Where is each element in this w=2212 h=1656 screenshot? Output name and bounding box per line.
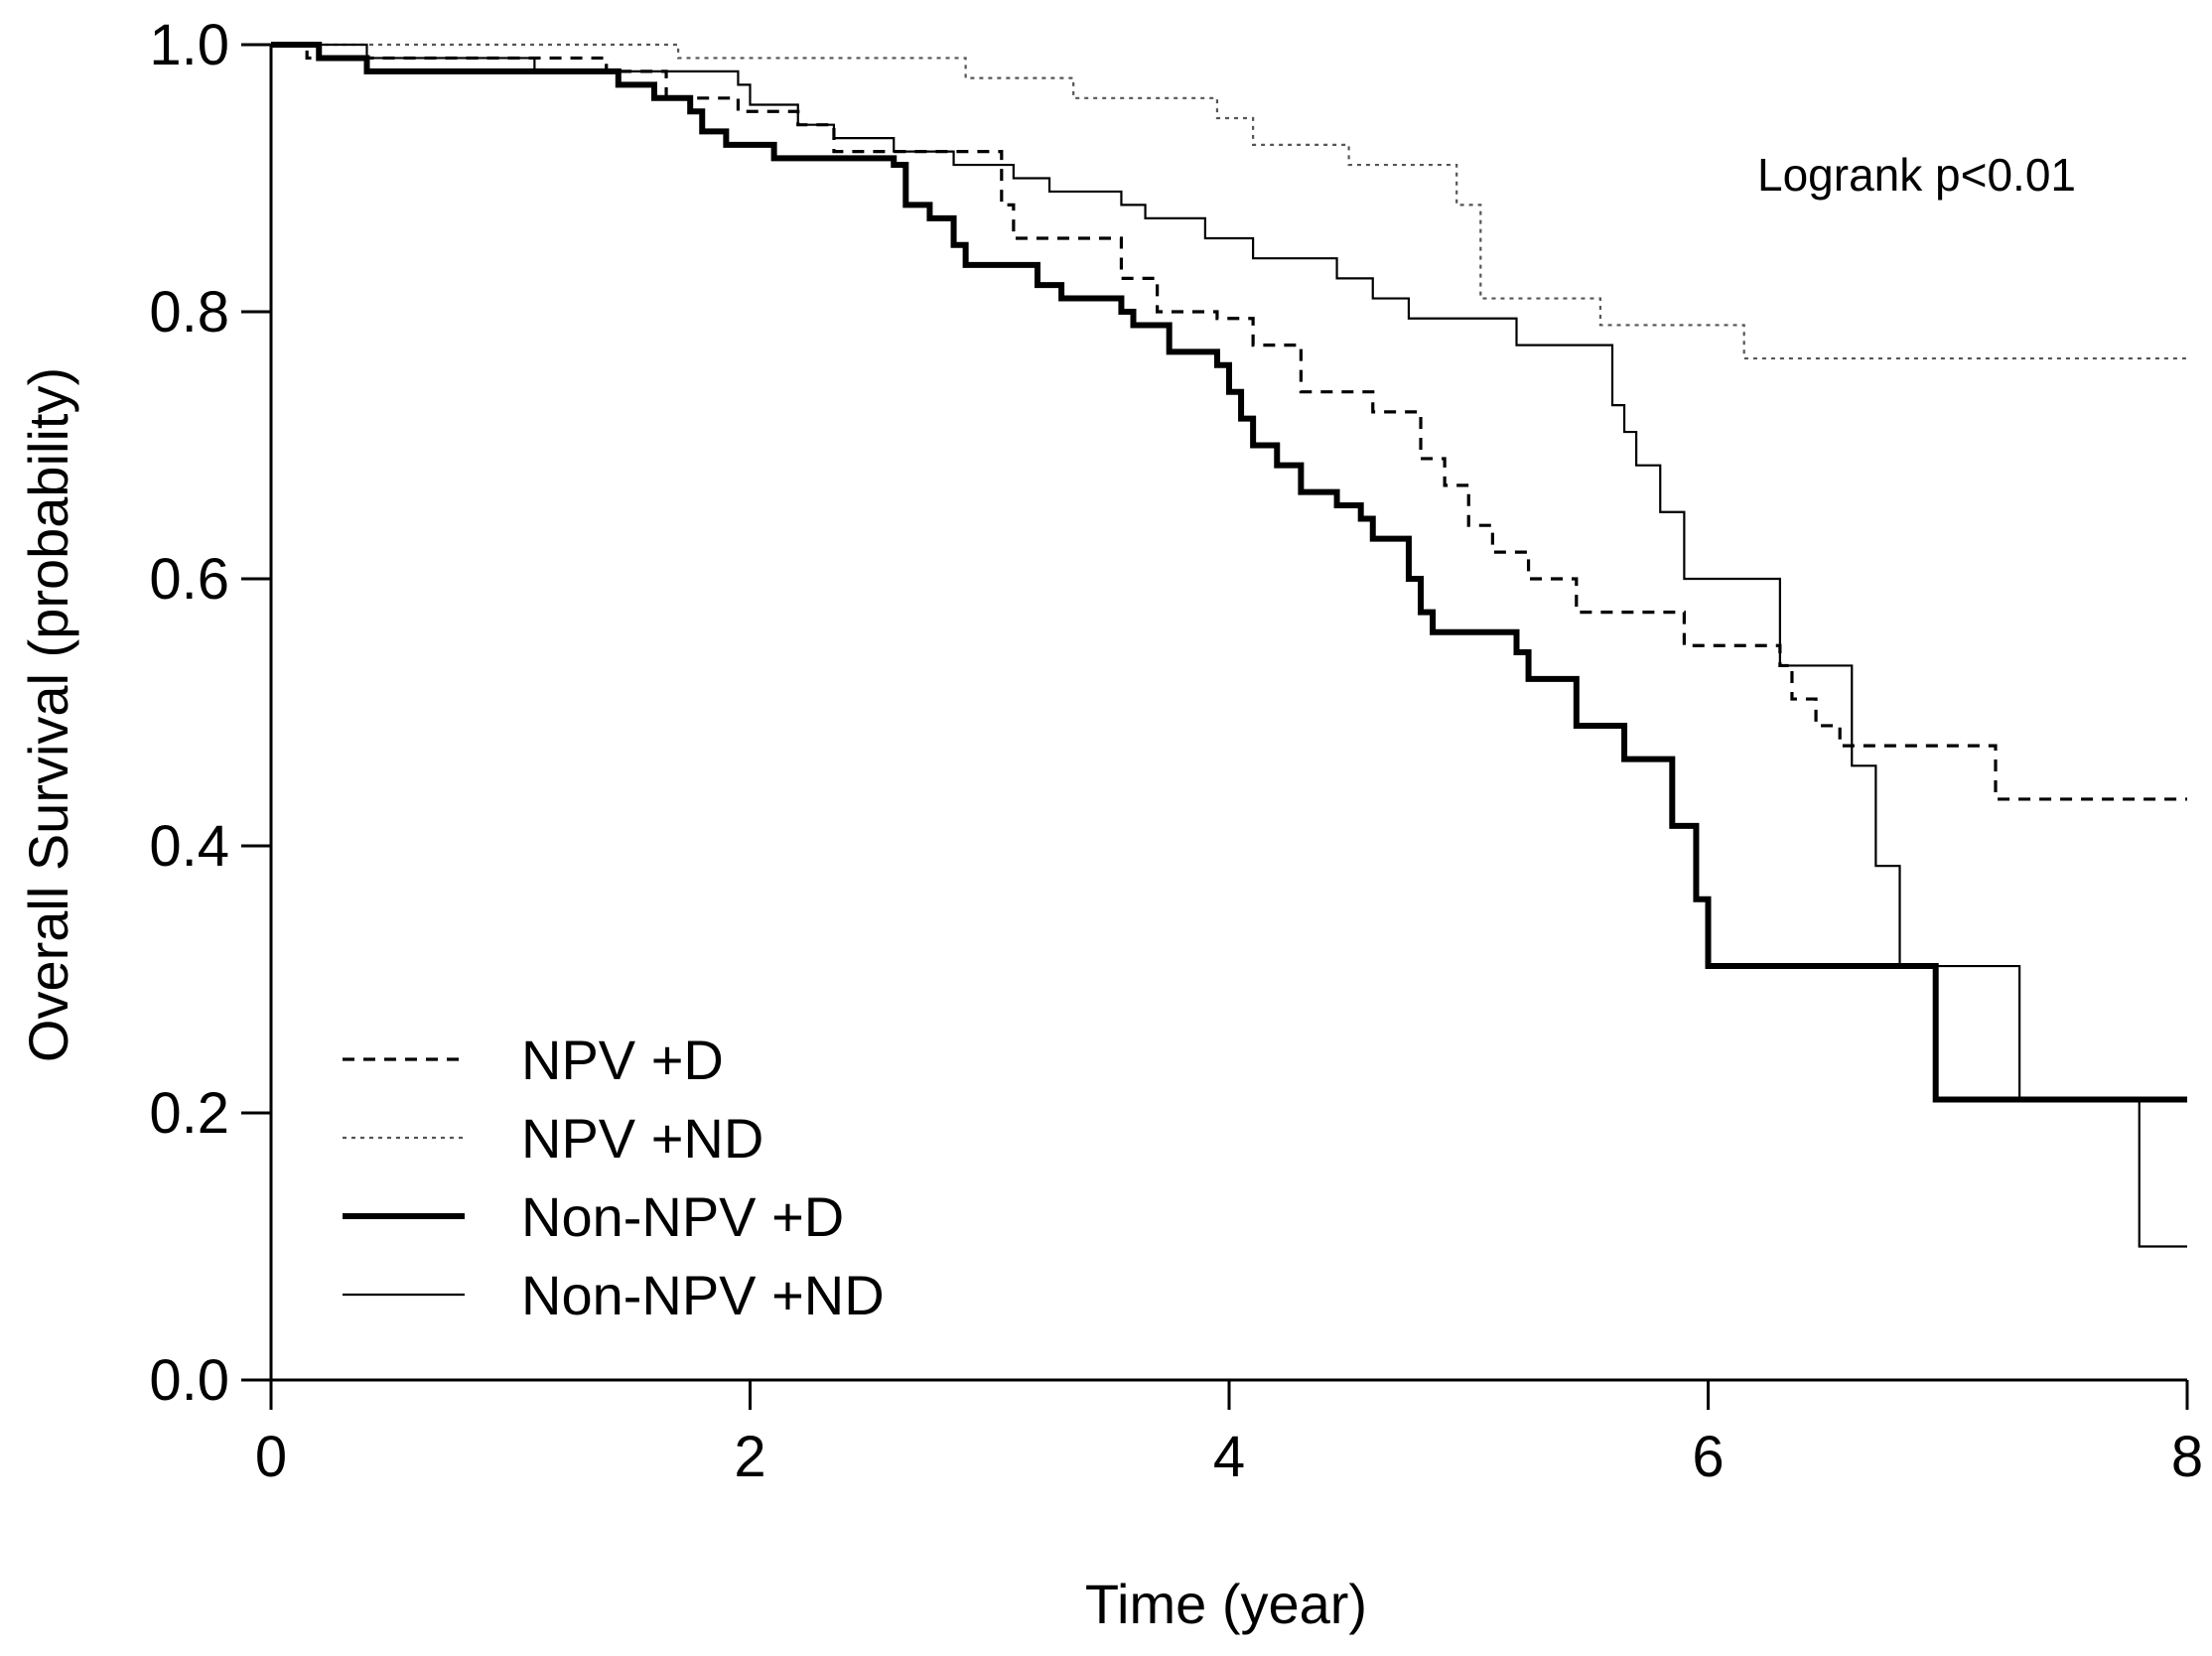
legend: NPV +D NPV +ND Non-NPV +D Non-NPV +ND <box>343 1029 885 1326</box>
y-tick-label: 0.0 <box>149 1348 229 1413</box>
x-axis-ticks: 0 2 4 6 8 <box>255 1380 2203 1489</box>
x-tick-label: 0 <box>255 1425 287 1489</box>
series-line-non-npv-nd <box>271 43 2187 1248</box>
x-axis-title: Time (year) <box>1085 1573 1367 1635</box>
y-tick-label: 0.6 <box>149 547 229 612</box>
legend-label: NPV +D <box>521 1029 724 1091</box>
y-tick-label: 0.2 <box>149 1081 229 1146</box>
axes <box>269 45 2187 1382</box>
y-axis-ticks: 0.0 0.2 0.4 0.6 0.8 1.0 <box>149 13 271 1413</box>
y-tick-label: 0.4 <box>149 814 229 879</box>
legend-label: NPV +ND <box>521 1107 763 1170</box>
series-line-npv-nd <box>271 43 2187 360</box>
survival-curves <box>271 42 2187 1248</box>
x-tick-label: 2 <box>734 1425 765 1489</box>
series-line-non-npv-d <box>271 42 2187 1103</box>
y-axis-title: Overall Survival (probability) <box>17 367 79 1062</box>
y-tick-label: 0.8 <box>149 280 229 345</box>
legend-label: Non-NPV +ND <box>521 1264 885 1326</box>
x-tick-label: 6 <box>1692 1425 1724 1489</box>
x-tick-label: 4 <box>1213 1425 1245 1489</box>
x-tick-label: 8 <box>2171 1425 2203 1489</box>
logrank-annotation: Logrank p<0.01 <box>1757 149 2076 201</box>
legend-label: Non-NPV +D <box>521 1185 844 1248</box>
y-tick-label: 1.0 <box>149 13 229 77</box>
series-line-npv-d <box>271 43 2187 801</box>
